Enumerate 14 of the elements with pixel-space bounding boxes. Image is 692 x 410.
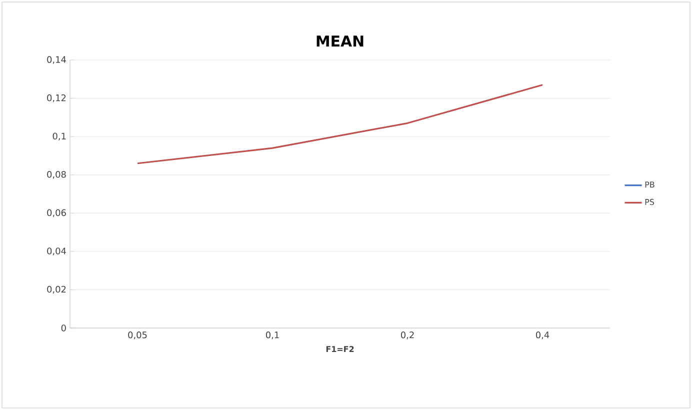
y-tick-label: 0,12: [47, 94, 66, 102]
y-tick-label: 0,04: [47, 248, 66, 256]
chart-title: MEAN: [316, 36, 364, 46]
y-tick-label: 0,06: [47, 209, 66, 217]
y-tick-label: 0,08: [47, 171, 66, 179]
x-tick-label: 0,1: [266, 332, 279, 340]
y-tick-label: 0,14: [47, 56, 66, 64]
y-tick-label: 0,1: [52, 132, 66, 140]
x-tick-label: 0,2: [400, 332, 414, 340]
x-tick-label: 0,4: [536, 332, 550, 340]
y-tick-label: 0,02: [47, 286, 66, 294]
line-series: [136, 84, 544, 164]
x-tick-label: 0,05: [128, 332, 147, 340]
y-tick-label: 0: [61, 324, 66, 332]
